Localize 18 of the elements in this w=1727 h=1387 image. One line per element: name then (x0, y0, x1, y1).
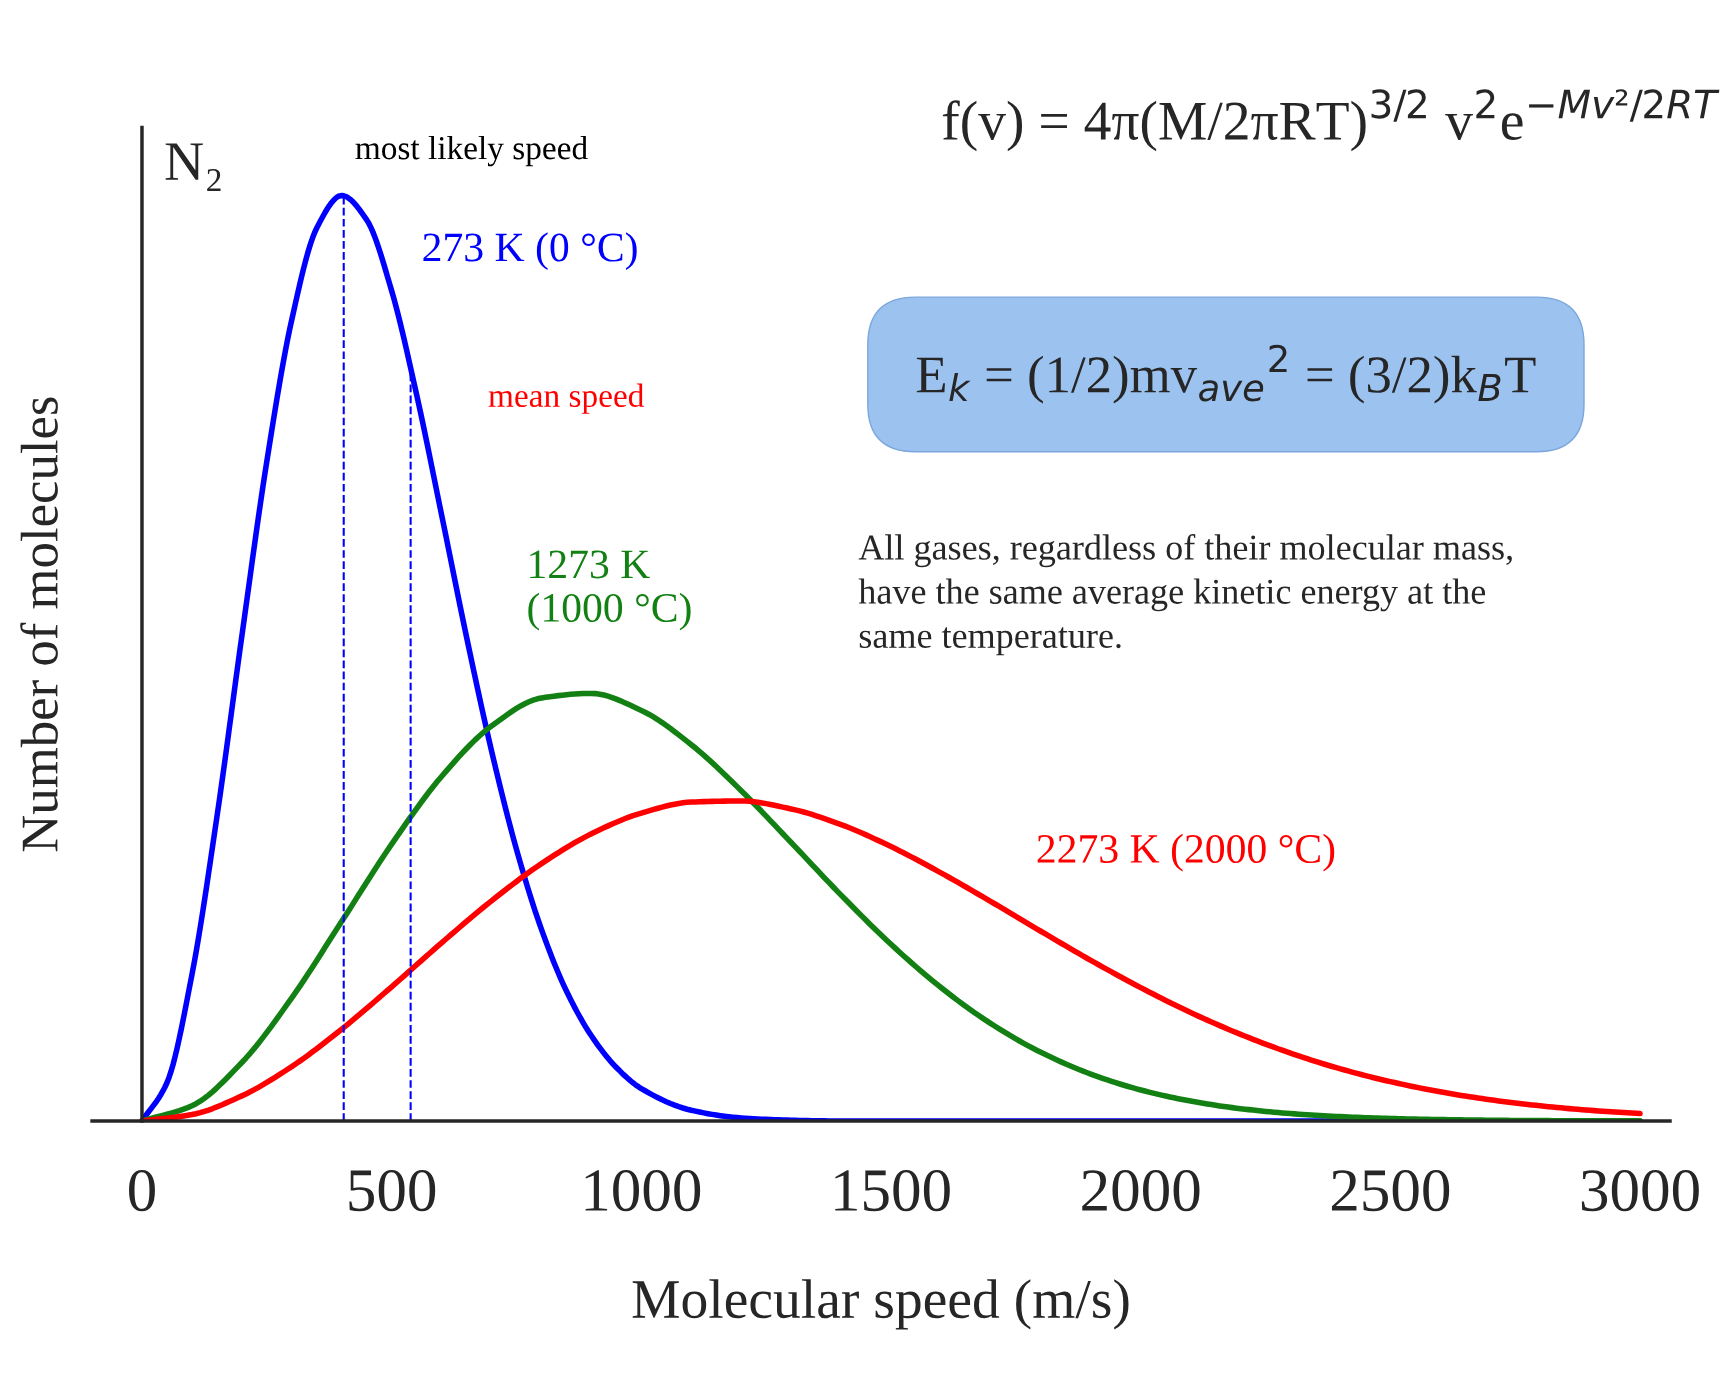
series-label: 2273 K (2000 °C) (1037, 833, 1335, 872)
text: f(v) = 4π(M/2πRT)$^{3/2}$ v$^{2}$e$^{−Mv²/2RT}$ (942, 89, 1720, 152)
chart-title: N₂ (165, 143, 221, 192)
x-axis-title: Molecular speed (m/s) (632, 1279, 1129, 1330)
x-tick-label: 2000 (1082, 1169, 1200, 1212)
x-tick-label: 1500 (835, 1169, 950, 1212)
x-tick-label: 3000 (1581, 1169, 1699, 1212)
annotation: most likely speed (355, 135, 588, 167)
annotation: E$_{k}$ = (1/2)mv$_{ave}$$^{2}$ = (3/2)k$_{B}$T (916, 344, 1536, 404)
annotation: All gases, regardless of their molecular mass, have the same average kinetic energy at the same temperature. (858, 533, 1512, 656)
x-tick-label: 1000 (585, 1169, 701, 1212)
series-label: 273 K (0 °C) (423, 232, 637, 270)
x-tick-label: 2500 (1331, 1169, 1450, 1212)
x-tick-label: 500 (349, 1169, 436, 1212)
annotation: mean speed (488, 383, 644, 414)
x-tick-label: 0 (129, 1169, 155, 1212)
series-label: 1273 K (1000 °C) (528, 550, 691, 631)
y-axis-title: Number of molecules (20, 397, 58, 852)
